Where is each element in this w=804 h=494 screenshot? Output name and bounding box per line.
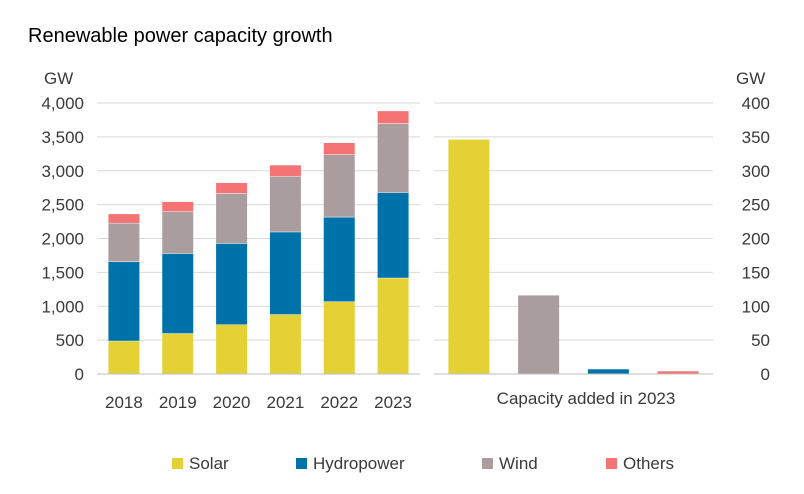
added-bar-wind xyxy=(518,295,560,374)
right-x-axis-label: Capacity added in 2023 xyxy=(497,389,676,408)
left-y-tick-label: 1,000 xyxy=(41,297,84,316)
bar-others-2022 xyxy=(323,142,355,155)
bar-wind-2018 xyxy=(108,222,140,262)
legend-swatch-others xyxy=(606,458,617,469)
x-tick-2018: 2018 xyxy=(105,393,143,412)
right-axis-unit: GW xyxy=(736,69,765,88)
bar-wind-2019 xyxy=(162,211,194,254)
legend-label-others: Others xyxy=(623,454,674,473)
left-y-tick-label: 1,500 xyxy=(41,263,84,282)
bar-solar-2021 xyxy=(269,314,301,374)
legend-swatch-hydropower xyxy=(296,458,307,469)
x-tick-2021: 2021 xyxy=(267,393,305,412)
bar-others-2023 xyxy=(377,111,409,124)
right-y-tick-label: 0 xyxy=(761,365,770,384)
right-y-tick-label: 350 xyxy=(742,128,770,147)
chart-title: Renewable power capacity growth xyxy=(28,25,333,47)
x-tick-2019: 2019 xyxy=(159,393,197,412)
left-x-tick-labels: 2018 2019 2020 2021 2022 2023 xyxy=(105,393,412,412)
left-y-tick-labels: 0 500 1,000 1,500 2,000 2,500 3,000 3,500 4,000 xyxy=(41,94,84,384)
bar-others-2020 xyxy=(216,182,248,194)
bar-solar-2019 xyxy=(162,333,194,374)
bar-hydropower-2023 xyxy=(377,192,409,278)
legend-label-solar: Solar xyxy=(189,454,229,473)
left-stacked-bars xyxy=(108,111,409,374)
bar-hydropower-2021 xyxy=(269,231,301,315)
legend-label-wind: Wind xyxy=(499,454,538,473)
x-tick-2023: 2023 xyxy=(374,393,412,412)
left-y-tick-label: 3,500 xyxy=(41,128,84,147)
added-bar-others xyxy=(657,371,699,374)
right-y-tick-label: 250 xyxy=(742,196,770,215)
left-gridlines xyxy=(97,102,420,341)
bar-wind-2020 xyxy=(216,193,248,244)
bar-solar-2023 xyxy=(377,277,409,374)
x-tick-2022: 2022 xyxy=(320,393,358,412)
bar-wind-2023 xyxy=(377,123,409,193)
left-y-tick-label: 500 xyxy=(56,331,84,350)
left-axis-unit: GW xyxy=(44,69,73,88)
added-bar-hydropower xyxy=(587,369,629,374)
bar-others-2019 xyxy=(162,201,194,212)
bar-others-2018 xyxy=(108,214,140,223)
bar-hydropower-2022 xyxy=(323,216,355,302)
left-y-tick-label: 3,000 xyxy=(41,162,84,181)
right-bars xyxy=(448,139,699,374)
legend-swatch-wind xyxy=(482,458,493,469)
bar-wind-2021 xyxy=(269,176,301,232)
right-y-tick-label: 150 xyxy=(742,263,770,282)
added-bar-solar xyxy=(448,139,490,374)
bar-others-2021 xyxy=(269,165,301,177)
left-y-tick-label: 0 xyxy=(75,365,84,384)
right-y-tick-label: 100 xyxy=(742,297,770,316)
bar-solar-2020 xyxy=(216,324,248,374)
left-y-tick-label: 4,000 xyxy=(41,94,84,113)
right-y-tick-labels: 0 50 100 150 200 250 300 350 400 xyxy=(742,94,770,384)
bar-hydropower-2019 xyxy=(162,253,194,334)
bar-solar-2018 xyxy=(108,340,140,374)
right-y-tick-label: 50 xyxy=(751,331,770,350)
bar-wind-2022 xyxy=(323,154,355,217)
x-tick-2020: 2020 xyxy=(213,393,251,412)
left-y-tick-label: 2,500 xyxy=(41,196,84,215)
right-y-tick-label: 200 xyxy=(742,230,770,249)
right-y-tick-label: 300 xyxy=(742,162,770,181)
right-y-tick-label: 400 xyxy=(742,94,770,113)
legend: Solar Hydropower Wind Others xyxy=(172,454,674,473)
legend-label-hydropower: Hydropower xyxy=(313,454,405,473)
bar-hydropower-2020 xyxy=(216,243,248,325)
legend-swatch-solar xyxy=(172,458,183,469)
bar-hydropower-2018 xyxy=(108,261,140,341)
bar-solar-2022 xyxy=(323,301,355,374)
left-y-tick-label: 2,000 xyxy=(41,230,84,249)
